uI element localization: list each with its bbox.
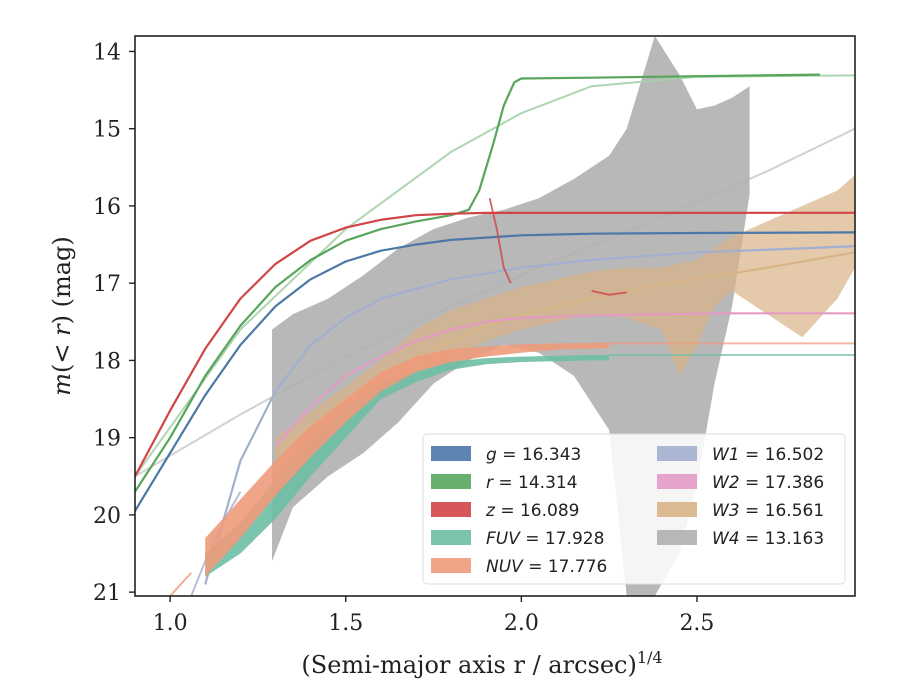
legend-swatch-w4 bbox=[657, 530, 697, 545]
series-z-segment bbox=[591, 290, 627, 296]
y-tick-label: 16 bbox=[93, 195, 121, 220]
y-tick-label: 17 bbox=[93, 272, 121, 297]
legend-label-fuv: FUV = 17.928 bbox=[486, 529, 604, 549]
series-nuv-band bbox=[205, 342, 610, 577]
series-nuv-segment bbox=[169, 572, 192, 596]
series-r-line bbox=[135, 73, 820, 493]
legend-swatch-nuv bbox=[431, 558, 471, 573]
series-w1-line bbox=[204, 245, 855, 585]
series-z-segment bbox=[488, 197, 512, 284]
legend-label-w2: W2 = 17.386 bbox=[712, 473, 824, 493]
x-tick-label: 2.5 bbox=[679, 611, 714, 636]
legend-swatch-g bbox=[431, 446, 471, 461]
x-axis: 1.0 1.5 2.0 2.5 bbox=[153, 596, 714, 636]
x-axis-label: (Semi-major axis r / arcsec)1/4 bbox=[301, 648, 662, 679]
series-g-line bbox=[135, 231, 855, 512]
x-tick-label: 1.0 bbox=[153, 611, 188, 636]
legend: g = 16.343 r = 14.314 z = 16.089 FUV = 17.9… bbox=[422, 433, 846, 585]
x-tick-label: 1.5 bbox=[328, 611, 363, 636]
y-tick-label: 18 bbox=[93, 349, 121, 374]
series-w2-line bbox=[274, 312, 855, 447]
y-axis: 14 15 16 17 18 19 20 21 bbox=[93, 40, 135, 606]
legend-label-w1: W1 = 16.502 bbox=[712, 445, 824, 465]
legend-label-z: z = 16.089 bbox=[485, 501, 579, 521]
y-tick-label: 20 bbox=[93, 504, 121, 529]
legend-label-w3: W3 = 16.561 bbox=[712, 501, 824, 521]
series-r bbox=[135, 73, 855, 493]
series-nuv bbox=[169, 342, 855, 596]
y-tick-label: 21 bbox=[93, 581, 121, 606]
legend-label-w4: W4 = 13.163 bbox=[712, 529, 824, 549]
legend-swatch-w1 bbox=[657, 446, 697, 461]
series-g bbox=[135, 231, 855, 512]
series-r-model-line bbox=[135, 74, 855, 477]
legend-label-g: g = 16.343 bbox=[486, 445, 581, 465]
legend-box bbox=[422, 433, 846, 585]
y-tick-label: 19 bbox=[93, 427, 121, 452]
series-w2 bbox=[274, 312, 855, 447]
series-z bbox=[135, 197, 855, 477]
y-tick-label: 15 bbox=[93, 118, 121, 143]
plot-frame bbox=[134, 35, 856, 597]
legend-label-r: r = 14.314 bbox=[486, 473, 578, 493]
legend-swatch-w3 bbox=[657, 502, 697, 517]
legend-swatch-fuv bbox=[431, 530, 471, 545]
legend-label-nuv: NUV = 17.776 bbox=[486, 557, 607, 577]
legend-swatch-w2 bbox=[657, 474, 697, 489]
y-tick-label: 14 bbox=[93, 40, 121, 65]
series-z-line bbox=[135, 211, 855, 477]
x-tick-label: 2.0 bbox=[504, 611, 539, 636]
series-fuv bbox=[205, 354, 855, 577]
y-axis-label: m(< r) (mag) bbox=[48, 236, 76, 396]
legend-swatch-z bbox=[431, 502, 471, 517]
legend-swatch-r bbox=[431, 474, 471, 489]
